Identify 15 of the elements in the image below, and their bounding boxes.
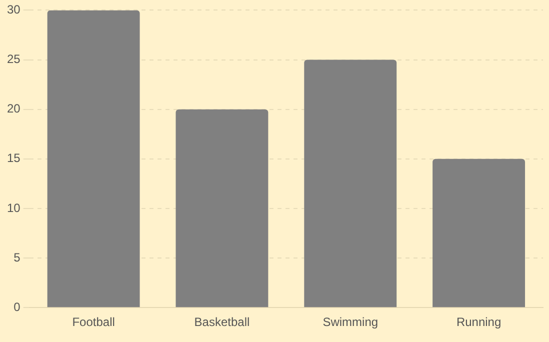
x-tick-label: Swimming: [322, 315, 378, 330]
y-tick-label: 30: [6, 2, 21, 17]
x-tick-label: Football: [72, 315, 115, 330]
x-tick-label: Running: [456, 315, 502, 330]
bar: [47, 10, 140, 308]
bar: [432, 158, 526, 308]
bar: [304, 60, 397, 308]
y-tick-label: 15: [6, 151, 21, 166]
y-tick-label: 10: [6, 200, 21, 215]
y-tick-label: 20: [6, 102, 21, 116]
x-tick-label: Basketball: [194, 315, 250, 330]
y-tick-label: 5: [14, 250, 21, 264]
y-tick-label: 25: [6, 52, 21, 66]
bar: [176, 109, 268, 308]
y-tick-label: 0: [14, 300, 21, 314]
